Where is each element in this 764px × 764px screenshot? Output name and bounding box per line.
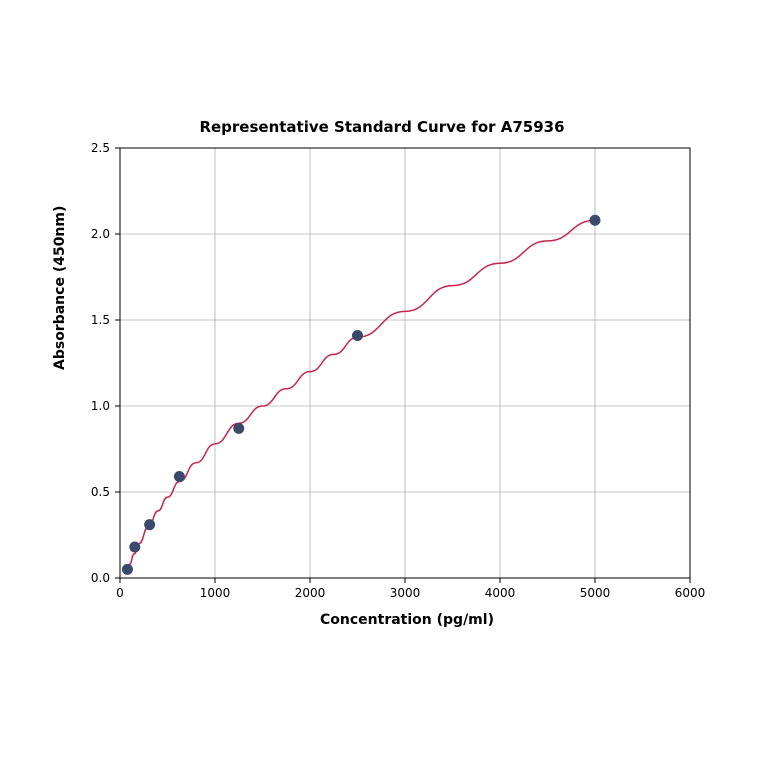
y-tick-label: 2.0 [91,227,110,241]
x-tick-label: 4000 [485,586,516,600]
chart-svg [0,0,764,764]
chart-container: Representative Standard Curve for A75936… [0,0,764,764]
y-tick-label: 2.5 [91,141,110,155]
x-axis-label: Concentration (pg/ml) [320,612,494,628]
x-tick-label: 1000 [200,586,231,600]
x-tick-label: 0 [116,586,124,600]
x-tick-label: 5000 [580,586,611,600]
y-axis-label: Absorbance (450nm) [52,206,68,370]
y-tick-label: 1.0 [91,399,110,413]
y-tick-label: 1.5 [91,313,110,327]
x-tick-label: 2000 [295,586,326,600]
x-tick-label: 6000 [675,586,706,600]
y-tick-label: 0.0 [91,571,110,585]
y-tick-label: 0.5 [91,485,110,499]
x-tick-label: 3000 [390,586,421,600]
